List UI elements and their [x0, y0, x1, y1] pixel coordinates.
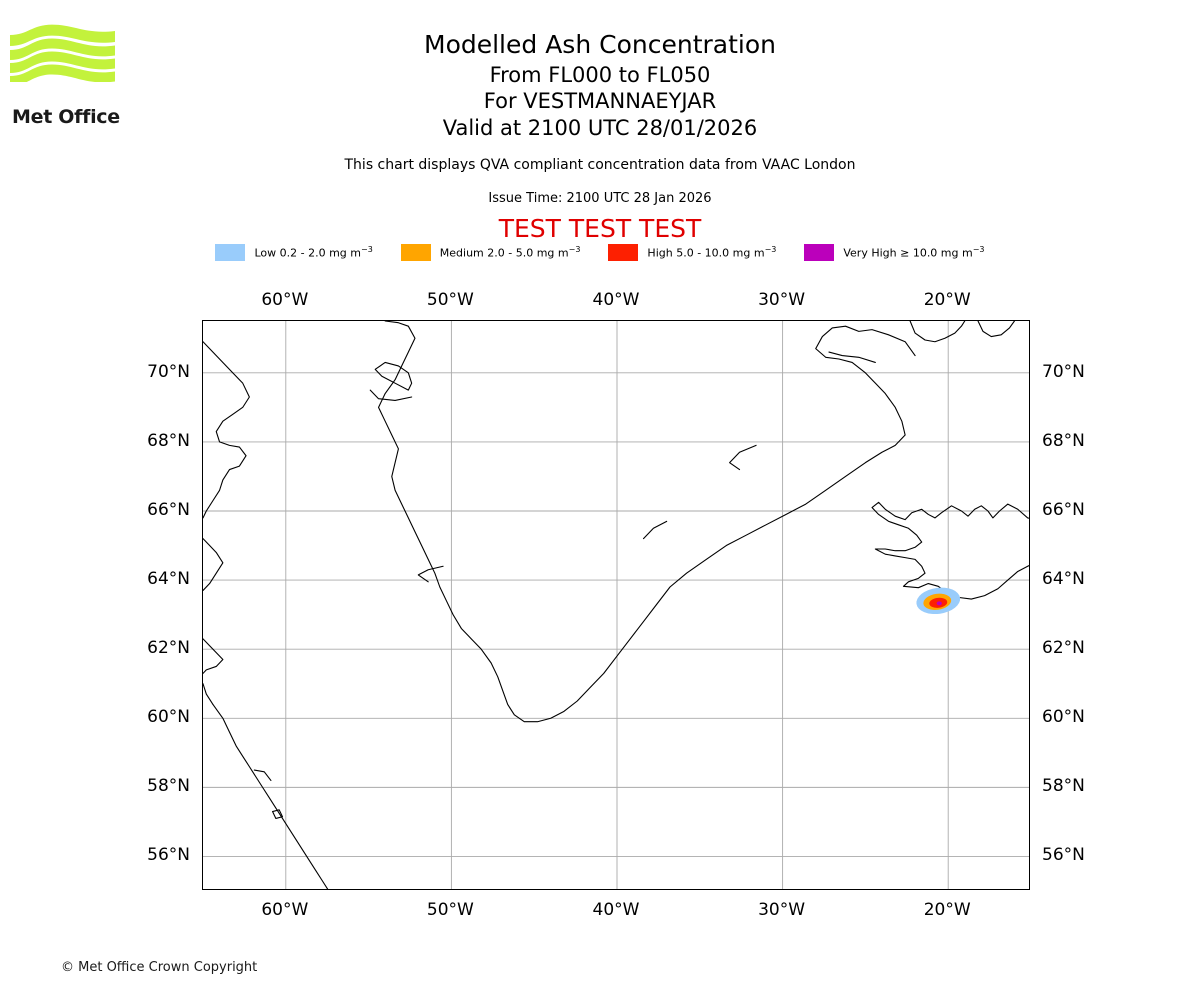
- coastline-segment-7: [871, 501, 1029, 600]
- map-canvas: [203, 321, 1029, 889]
- coastline-segment-5: [369, 389, 413, 401]
- lat-tick-left-1: 68°N: [147, 430, 190, 451]
- legend-label-high: High 5.0 - 10.0 mg m−3: [647, 244, 777, 260]
- legend-item-very-high: Very High ≥ 10.0 mg m−3: [804, 241, 985, 263]
- lat-tick-left-6: 58°N: [147, 776, 190, 797]
- valid-time-subtitle: Valid at 2100 UTC 28/01/2026: [442, 116, 758, 140]
- lon-tick-top-0: 60°W: [261, 290, 309, 310]
- lat-tick-left-7: 56°N: [147, 845, 190, 866]
- legend-swatch-very-high: [804, 243, 835, 261]
- legend-item-medium: Medium 2.0 - 5.0 mg m−3: [400, 241, 609, 263]
- lat-tick-right-6: 58°N: [1042, 776, 1085, 797]
- lat-tick-left-2: 66°N: [147, 500, 190, 520]
- concentration-legend: Low 0.2 - 2.0 mg m−3 Medium 2.0 - 5.0 mg …: [0, 241, 1200, 263]
- coastline-segment-13: [203, 638, 224, 674]
- legend-item-high: High 5.0 - 10.0 mg m−3: [608, 241, 804, 263]
- lon-tick-bottom-0: 60°W: [261, 900, 309, 920]
- qva-compliance-note: This chart displays QVA compliant concen…: [344, 157, 856, 173]
- legend-label-very-high: Very High ≥ 10.0 mg m−3: [843, 244, 985, 260]
- coastline-segment-9: [909, 321, 966, 343]
- met-office-logo: Met Office: [10, 24, 125, 127]
- lat-tick-right-4: 62°N: [1042, 638, 1085, 659]
- lat-tick-left-5: 60°N: [147, 707, 190, 728]
- lon-tick-top-1: 50°W: [426, 290, 474, 310]
- test-banner: TEST TEST TEST: [498, 214, 702, 243]
- lat-tick-right-7: 56°N: [1042, 845, 1085, 866]
- coastline-segment-11: [203, 341, 250, 519]
- legend-swatch-low: [215, 243, 246, 261]
- coastline-segment-2: [729, 444, 757, 471]
- plume-contour-very-high: [936, 601, 942, 606]
- lat-tick-right-2: 66°N: [1042, 500, 1085, 520]
- lat-tick-left-0: 70°N: [147, 361, 190, 382]
- map-plot-area: 60°W 60°W 50°W 50°W 40°W 40°W 30°W 30°W 20°W 20°W…: [147, 290, 1085, 920]
- lat-tick-right-1: 68°N: [1042, 430, 1085, 451]
- map-frame: [202, 320, 1030, 890]
- copyright-notice: © Met Office Crown Copyright: [61, 960, 258, 975]
- legend-label-low: Low 0.2 - 2.0 mg m−3: [254, 244, 373, 260]
- map-gridlines: [203, 321, 1029, 889]
- lon-tick-bottom-2: 40°W: [592, 900, 640, 920]
- coastline-segment-17: [272, 809, 284, 819]
- lon-tick-bottom-1: 50°W: [426, 900, 474, 920]
- page-title: Modelled Ash Concentration: [424, 30, 776, 59]
- ash-plume-contours: [916, 587, 961, 615]
- coastline-segment-12: [203, 538, 224, 591]
- volcano-subtitle: For VESTMANNAEYJAR: [483, 89, 717, 113]
- coastline-segment-10: [977, 321, 1015, 338]
- coastline-segment-15: [203, 683, 214, 705]
- lon-tick-top-4: 20°W: [923, 290, 971, 310]
- lon-tick-bottom-4: 20°W: [923, 900, 971, 920]
- legend-item-low: Low 0.2 - 2.0 mg m−3: [215, 241, 400, 263]
- legend-swatch-high: [608, 243, 639, 261]
- lat-tick-left-3: 64°N: [147, 569, 190, 590]
- coastline-segment-4: [417, 565, 444, 583]
- coastline-segment-6: [374, 361, 413, 391]
- lon-tick-top-2: 40°W: [592, 290, 640, 310]
- met-office-wordmark: Met Office: [12, 106, 120, 128]
- legend-swatch-medium: [400, 243, 431, 261]
- coastline-segment-0: [377, 321, 916, 723]
- legend-label-medium: Medium 2.0 - 5.0 mg m−3: [439, 244, 581, 260]
- coastline-segment-3: [642, 520, 668, 540]
- lon-tick-top-3: 30°W: [758, 290, 806, 310]
- lat-tick-right-0: 70°N: [1042, 361, 1085, 382]
- lon-tick-bottom-3: 30°W: [758, 900, 806, 920]
- met-office-waves-icon: [10, 24, 115, 82]
- lat-tick-left-4: 62°N: [147, 638, 190, 659]
- coastline-segment-14: [212, 703, 329, 889]
- flight-level-subtitle: From FL000 to FL050: [489, 63, 711, 87]
- issue-time-label: Issue Time: 2100 UTC 28 Jan 2026: [488, 191, 712, 206]
- lat-tick-right-3: 64°N: [1042, 569, 1085, 590]
- lat-tick-right-5: 60°N: [1042, 707, 1085, 728]
- coastline-segment-16: [253, 769, 272, 781]
- coastline-segment-1: [828, 351, 876, 363]
- coastlines: [203, 321, 1029, 889]
